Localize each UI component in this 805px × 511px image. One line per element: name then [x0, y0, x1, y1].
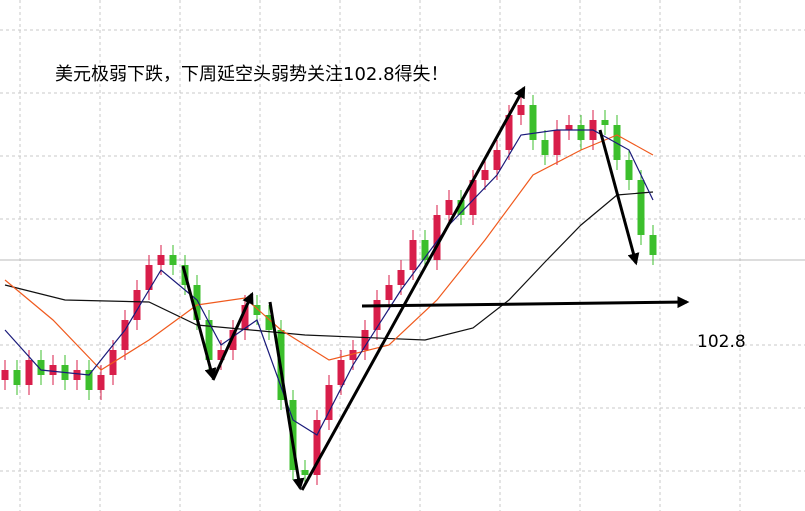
chart-title: 美元极弱下跌，下周延空头弱势关注102.8得失！ — [55, 64, 449, 85]
candle-body — [265, 315, 273, 330]
candle-body — [217, 350, 225, 360]
candle-body — [145, 265, 153, 290]
candle-body — [445, 200, 453, 215]
candle-body — [193, 285, 201, 320]
arrow — [361, 296, 690, 309]
candle-body — [565, 125, 573, 130]
candle-body — [157, 255, 165, 265]
candle-body — [625, 160, 633, 180]
candle-body — [25, 360, 33, 385]
candle-body — [313, 420, 321, 475]
moving-average — [4, 134, 654, 371]
candle-body — [121, 320, 129, 350]
candle-body — [637, 180, 645, 235]
candle-body — [373, 300, 381, 330]
candle-body — [37, 360, 45, 375]
candle-body — [433, 215, 441, 260]
candle-body — [481, 170, 489, 180]
candle-body — [601, 120, 609, 125]
candle-body — [49, 365, 57, 375]
candle-body — [529, 105, 537, 140]
level-label: 102.8 — [697, 332, 746, 352]
moving-average — [4, 129, 654, 436]
candle-body — [1, 370, 9, 380]
candle-body — [517, 105, 525, 115]
arrow — [181, 265, 217, 381]
candle-body — [253, 305, 261, 315]
candle-body — [553, 130, 561, 155]
candle-body — [613, 125, 621, 160]
candle-body — [421, 240, 429, 260]
candle-body — [505, 115, 513, 150]
arrow — [598, 129, 640, 266]
candle-body — [541, 140, 549, 155]
candle-body — [397, 270, 405, 285]
candle-body — [577, 125, 585, 140]
moving-average — [4, 191, 654, 341]
candle-body — [289, 400, 297, 470]
candle-body — [361, 330, 369, 350]
candle-body — [73, 370, 81, 380]
candle-body — [241, 305, 249, 330]
candle-body — [469, 180, 477, 215]
candle-body — [409, 240, 417, 270]
candle-body — [325, 385, 333, 420]
candle-body — [301, 470, 309, 475]
arrow — [211, 291, 254, 381]
candle-body — [457, 200, 465, 215]
arrow — [300, 85, 526, 491]
candle-body — [133, 290, 141, 320]
arrow — [268, 301, 305, 491]
candle-body — [649, 235, 657, 255]
candle-body — [205, 320, 213, 360]
candle-body — [85, 370, 93, 390]
candle-body — [169, 255, 177, 265]
candle-body — [229, 330, 237, 350]
candle-body — [97, 375, 105, 390]
candle-body — [349, 350, 357, 360]
candle-body — [385, 285, 393, 300]
candle-body — [337, 360, 345, 385]
candle-body — [493, 150, 501, 170]
annotations — [181, 85, 690, 491]
candle-body — [13, 370, 21, 385]
